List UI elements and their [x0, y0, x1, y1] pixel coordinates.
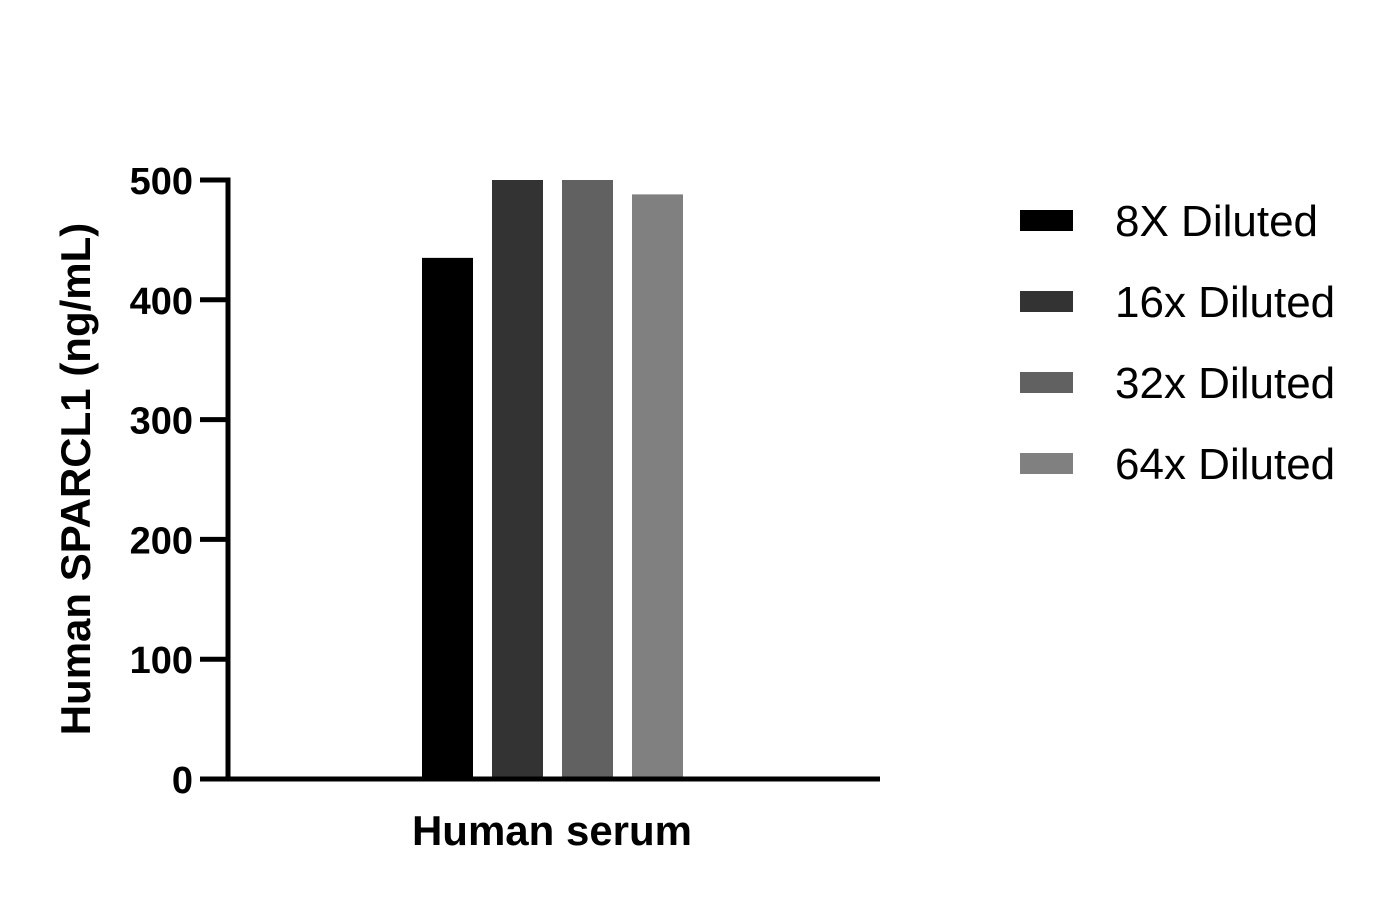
- bars-layer: [422, 180, 683, 780]
- bar-3: [562, 180, 613, 779]
- y-tick-label: 0: [172, 760, 193, 802]
- legend-label-1: 8X Diluted: [1115, 197, 1318, 246]
- legend-label-4: 64x Diluted: [1115, 440, 1335, 489]
- y-ticks: 0 100 200 300 400 500: [130, 161, 228, 802]
- y-tick-label: 100: [130, 640, 193, 682]
- y-axis-title: Human SPARCL1 (ng/mL): [52, 223, 99, 736]
- bar-2: [492, 180, 543, 779]
- legend-swatch-3: [1020, 372, 1073, 393]
- legend-label-3: 32x Diluted: [1115, 359, 1335, 408]
- legend-label-2: 16x Diluted: [1115, 278, 1335, 327]
- legend-swatch-1: [1020, 210, 1073, 231]
- y-tick-label: 400: [130, 281, 193, 323]
- y-tick-label: 300: [130, 401, 193, 443]
- bar-4: [632, 194, 683, 780]
- legend: 8X Diluted 16x Diluted 32x Diluted 64x Dilu…: [1020, 197, 1335, 489]
- legend-swatch-2: [1020, 291, 1073, 312]
- legend-swatch-4: [1020, 453, 1073, 474]
- axes-layer: [200, 177, 880, 782]
- bar-1: [422, 257, 473, 779]
- y-tick-label: 200: [130, 520, 193, 562]
- x-axis-title: Human serum: [412, 807, 692, 854]
- y-tick-label: 500: [130, 161, 193, 203]
